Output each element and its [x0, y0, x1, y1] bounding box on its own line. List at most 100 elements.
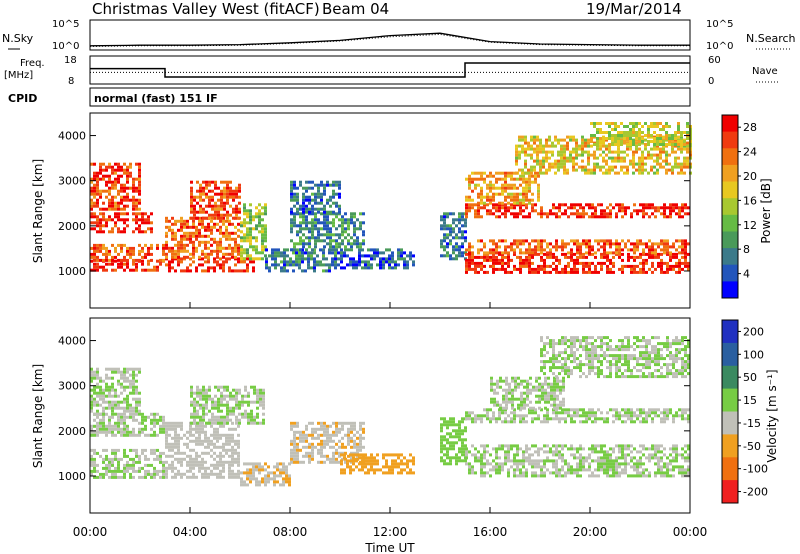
power-cell — [666, 267, 669, 271]
power-cell — [332, 180, 335, 184]
velocity-cell — [597, 474, 600, 478]
velocity-cell — [314, 430, 317, 434]
velocity-cell — [573, 453, 576, 457]
velocity-cell — [111, 415, 114, 419]
power-cell — [322, 254, 325, 258]
power-cell — [458, 221, 461, 225]
power-cell — [678, 267, 681, 271]
power-cell — [516, 186, 519, 190]
power-cell — [446, 245, 449, 249]
power-cell — [341, 218, 344, 222]
velocity-cell — [159, 475, 162, 479]
power-cell — [465, 203, 468, 207]
velocity-cell — [207, 436, 210, 440]
velocity-cell — [117, 415, 120, 419]
power-cell — [223, 186, 226, 190]
power-cell — [314, 245, 317, 249]
power-cell — [522, 180, 525, 184]
power-cell — [261, 230, 264, 234]
velocity-cell — [516, 444, 519, 448]
velocity-cell — [358, 456, 361, 460]
velocity-cell — [190, 415, 193, 419]
velocity-cell — [235, 418, 238, 422]
velocity-cell — [208, 418, 211, 422]
velocity-cell — [225, 460, 228, 464]
power-cell — [99, 227, 102, 231]
power-cell — [534, 251, 537, 255]
power-cell — [498, 192, 501, 196]
power-cell — [525, 215, 528, 219]
power-cell — [483, 203, 486, 207]
power-cell — [534, 248, 537, 252]
power-cell — [684, 258, 687, 262]
power-cell — [633, 267, 636, 271]
power-cell — [204, 246, 207, 250]
power-cell — [582, 215, 585, 219]
power-cell — [105, 255, 108, 259]
power-cell — [114, 195, 117, 199]
velocity-cell — [171, 475, 174, 479]
power-cell — [216, 263, 219, 267]
power-cell — [498, 258, 501, 262]
power-cell — [480, 267, 483, 271]
power-cell — [150, 258, 153, 262]
velocity-cell — [138, 457, 141, 461]
velocity-cell — [90, 379, 93, 383]
velocity-cell — [311, 448, 314, 452]
velocity-cell — [256, 412, 259, 416]
power-cell — [246, 263, 249, 267]
velocity-cell — [192, 460, 195, 464]
velocity-cell — [162, 424, 165, 428]
velocity-cell — [102, 415, 105, 419]
power-cell — [566, 144, 569, 148]
power-cell — [117, 258, 120, 262]
power-cell — [367, 254, 370, 258]
power-cell — [123, 258, 126, 262]
power-cell — [443, 254, 446, 258]
power-cell — [264, 206, 267, 210]
power-cell — [111, 195, 114, 199]
power-cell — [522, 264, 525, 268]
power-cell — [356, 245, 359, 249]
velocity-cell — [282, 477, 285, 481]
power-cell — [213, 240, 216, 244]
power-cell — [271, 251, 274, 255]
velocity-cell — [261, 468, 264, 472]
velocity-cell — [353, 439, 356, 443]
power-cell — [141, 259, 144, 263]
power-cell — [639, 242, 642, 246]
power-cell — [575, 147, 578, 151]
power-cell — [590, 144, 593, 148]
power-cell — [135, 207, 138, 211]
power-cell — [237, 249, 240, 253]
power-cell — [231, 255, 234, 259]
power-cell — [480, 239, 483, 243]
velocity-cell — [165, 472, 168, 476]
power-cell — [588, 251, 591, 255]
power-cell — [474, 183, 477, 187]
velocity-cell — [308, 445, 311, 449]
velocity-cell — [293, 424, 296, 428]
power-cell — [522, 195, 525, 199]
power-cell — [653, 122, 656, 125]
power-cell — [325, 263, 328, 267]
power-cell — [243, 233, 246, 237]
power-cell — [249, 242, 252, 246]
velocity-cell — [519, 471, 522, 475]
power-cell — [246, 221, 249, 225]
velocity-cell — [144, 448, 147, 452]
power-cell — [193, 204, 196, 208]
velocity-cell — [356, 451, 359, 455]
velocity-cell — [504, 453, 507, 457]
velocity-cell — [117, 379, 120, 383]
power-cell — [645, 252, 648, 256]
power-cell — [474, 267, 477, 271]
power-cell — [96, 171, 99, 175]
power-cell — [501, 206, 504, 210]
power-cell — [594, 255, 597, 259]
power-cell — [332, 233, 335, 237]
power-cell — [338, 195, 341, 199]
power-cell — [555, 245, 558, 249]
velocity-cell — [117, 463, 120, 467]
velocity-cell — [214, 418, 217, 422]
